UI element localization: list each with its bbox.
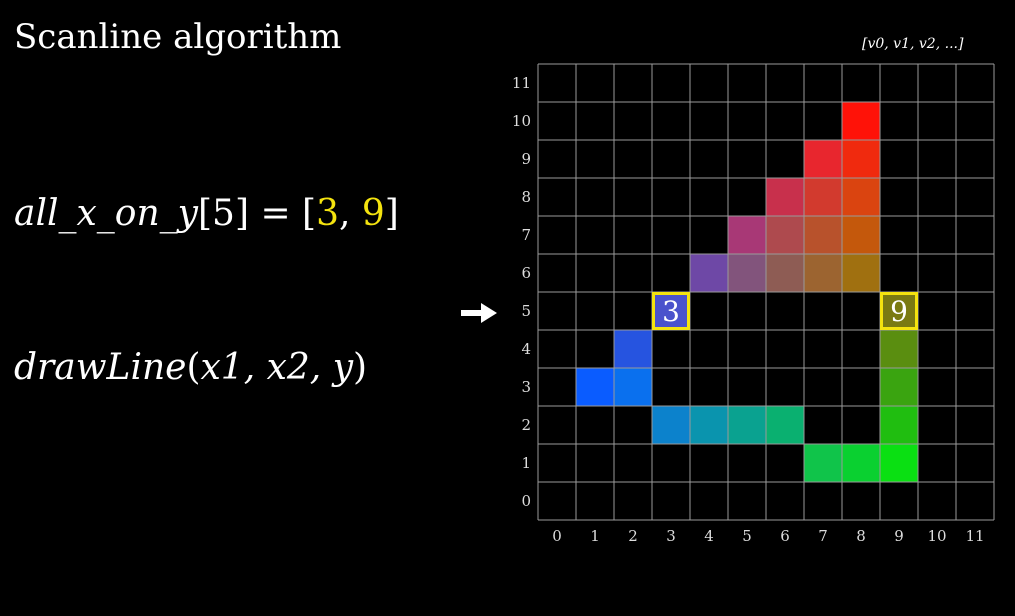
x-tick-label: 1 xyxy=(590,527,600,545)
y-tick-label: 7 xyxy=(521,226,531,244)
x-tick-label: 0 xyxy=(552,527,562,545)
x-tick-label: 4 xyxy=(704,527,714,545)
pixel-cell xyxy=(690,406,728,444)
y-tick-label: 10 xyxy=(512,112,531,130)
pixel-cell xyxy=(728,254,766,292)
current-row-arrow-icon xyxy=(461,303,497,323)
y-tick-label: 11 xyxy=(512,74,531,92)
highlight-label: 9 xyxy=(890,295,908,328)
x-tick-label: 10 xyxy=(927,527,946,545)
pixel-cell xyxy=(728,216,766,254)
eq1-open: [5] = [ xyxy=(198,193,317,234)
y-tick-label: 1 xyxy=(521,454,531,472)
y-tick-label: 9 xyxy=(521,150,531,168)
pixel-cell xyxy=(804,254,842,292)
pixel-cell xyxy=(766,216,804,254)
pixel-cell xyxy=(690,254,728,292)
y-tick-label: 5 xyxy=(521,302,531,320)
x-tick-label: 5 xyxy=(742,527,752,545)
eq2-func-name: drawLine xyxy=(14,347,187,388)
pixel-cell xyxy=(766,254,804,292)
eq2-args: x1, x2, y xyxy=(200,347,354,388)
eq2-open: ( xyxy=(186,347,201,388)
equation-all-x-on-y: all_x_on_y[5] = [3, 9] xyxy=(14,196,399,232)
y-tick-label: 6 xyxy=(521,264,531,282)
y-tick-label: 8 xyxy=(521,188,531,206)
eq1-x2: 9 xyxy=(361,193,385,234)
pixel-cell xyxy=(804,178,842,216)
vertex-list-label: [v0, v1, v2, ...] xyxy=(862,36,964,52)
pixel-cell xyxy=(766,406,804,444)
pixel-cell xyxy=(804,444,842,482)
pixel-cell xyxy=(880,444,918,482)
highlight-box xyxy=(652,292,690,330)
y-tick-label: 2 xyxy=(521,416,531,434)
x-tick-label: 2 xyxy=(628,527,638,545)
pixel-cell xyxy=(842,178,880,216)
pixel-cell xyxy=(842,140,880,178)
y-tick-label: 0 xyxy=(521,492,531,510)
x-tick-label: 9 xyxy=(894,527,904,545)
highlight-label: 3 xyxy=(662,295,680,328)
equation-draw-line: drawLine(x1, x2, y) xyxy=(14,350,367,386)
pixel-cell xyxy=(766,178,804,216)
eq1-x1: 3 xyxy=(316,193,339,234)
pixel-cell xyxy=(576,368,614,406)
pixel-cell xyxy=(614,330,652,368)
page-title: Scanline algorithm xyxy=(14,17,342,57)
x-tick-label: 6 xyxy=(780,527,790,545)
pixel-cell xyxy=(804,216,842,254)
pixel-cell xyxy=(652,292,690,330)
pixel-cell xyxy=(842,254,880,292)
pixel-cell xyxy=(842,216,880,254)
pixel-cell xyxy=(804,140,842,178)
highlight-box xyxy=(880,292,918,330)
pixel-cell xyxy=(652,406,690,444)
x-tick-label: 8 xyxy=(856,527,866,545)
eq2-close: ) xyxy=(353,347,368,388)
pixel-cell xyxy=(728,406,766,444)
eq1-sep: , xyxy=(339,193,362,234)
y-tick-label: 4 xyxy=(521,340,531,358)
x-tick-label: 11 xyxy=(965,527,984,545)
pixel-cell xyxy=(842,102,880,140)
pixel-cell xyxy=(614,368,652,406)
eq1-close: ] xyxy=(384,193,399,234)
x-tick-label: 7 xyxy=(818,527,828,545)
y-tick-label: 3 xyxy=(521,378,531,396)
pixel-cell xyxy=(880,330,918,368)
pixel-cell xyxy=(842,444,880,482)
pixel-cell xyxy=(880,406,918,444)
eq1-func-name: all_x_on_y xyxy=(14,193,198,234)
pixel-cell xyxy=(880,292,918,330)
pixel-cell xyxy=(880,368,918,406)
x-tick-label: 3 xyxy=(666,527,676,545)
